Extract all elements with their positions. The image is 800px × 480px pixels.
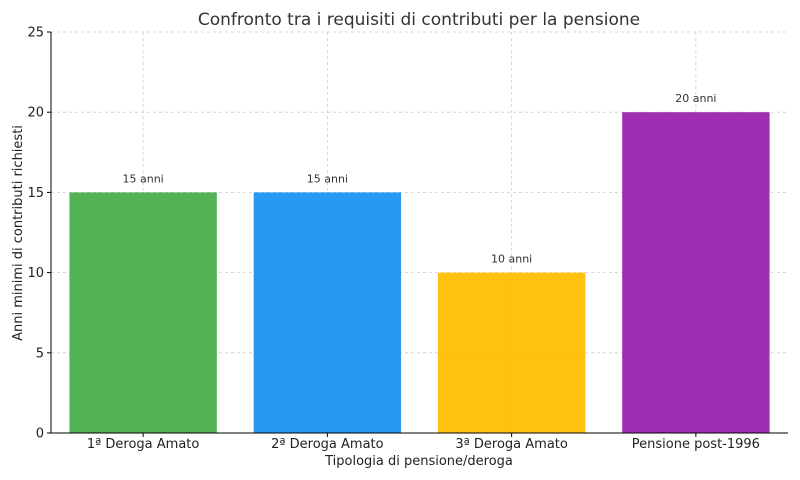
y-tick-label-5: 25 [27,26,44,41]
data-label-0: 15 anni [123,172,164,185]
data-labels: 15 anni 15 anni 10 anni 20 anni [123,92,717,265]
data-label-1: 15 anni [307,172,348,185]
x-axis-label: Tipologia di pensione/deroga [324,454,513,469]
data-label-2: 10 anni [491,253,532,266]
y-axis-label: Anni minimi di contributi richiesti [11,125,26,341]
y-tick-label-1: 5 [36,346,44,361]
axes: 0 5 10 15 20 25 1ª Deroga Amato 2ª Deroga Amato… [27,26,788,452]
y-tick-label-3: 15 [27,186,44,201]
x-tick-label-2: 3ª Deroga Amato [455,437,568,452]
bar-0 [69,192,217,433]
x-tick-label-0: 1ª Deroga Amato [87,437,200,452]
y-tick-label-2: 10 [27,266,44,281]
x-tick-label-1: 2ª Deroga Amato [271,437,384,452]
bars [69,112,770,433]
y-tick-label-4: 20 [27,106,44,121]
bar-3 [622,112,770,433]
bar-2 [437,272,586,433]
data-label-3: 20 anni [675,92,716,105]
y-tick-label-0: 0 [36,427,44,442]
chart-title: Confronto tra i requisiti di contributi … [198,10,640,30]
bar-1 [253,192,402,433]
x-tick-label-3: Pensione post-1996 [632,437,760,452]
